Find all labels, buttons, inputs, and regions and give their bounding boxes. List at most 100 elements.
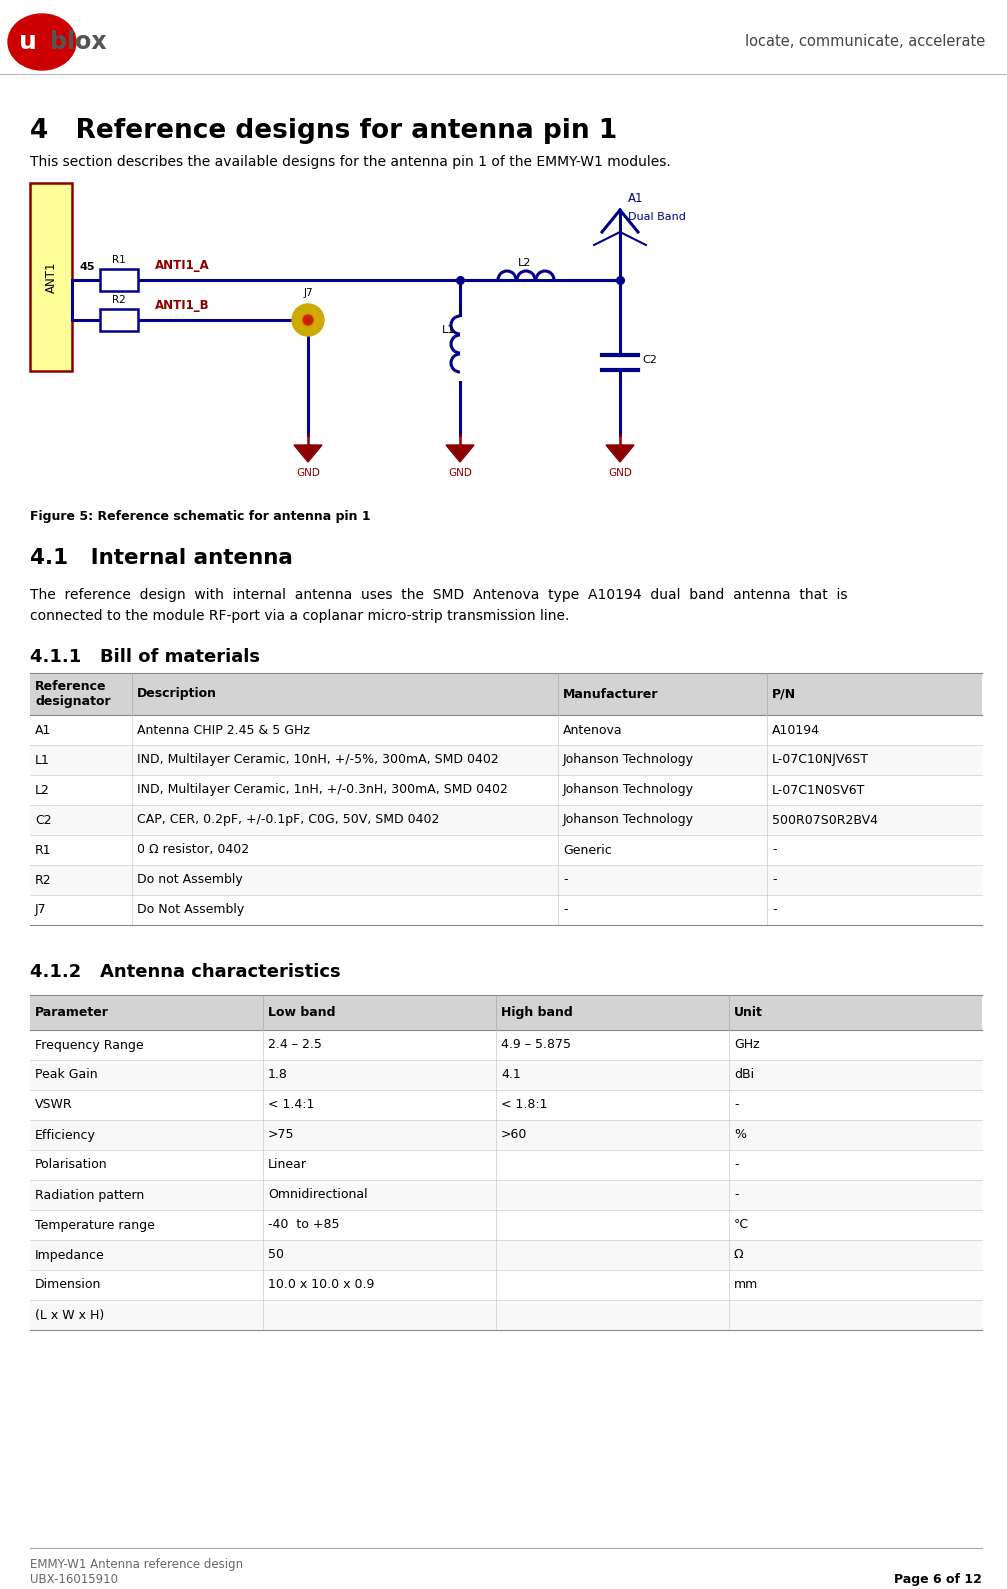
Text: -: - xyxy=(563,874,568,887)
Text: L-07C1N0SV6T: L-07C1N0SV6T xyxy=(772,783,865,796)
Text: Ω: Ω xyxy=(734,1249,743,1262)
Text: blox: blox xyxy=(50,30,107,54)
Text: GND: GND xyxy=(296,469,320,478)
Text: Figure 5: Reference schematic for antenna pin 1: Figure 5: Reference schematic for antenn… xyxy=(30,510,371,523)
Text: -: - xyxy=(772,844,776,856)
Text: ANTI1_B: ANTI1_B xyxy=(155,299,209,311)
Text: GND: GND xyxy=(448,469,472,478)
Text: 4.1.2   Antenna characteristics: 4.1.2 Antenna characteristics xyxy=(30,963,340,980)
Text: High band: High band xyxy=(501,1006,573,1019)
Text: This section describes the available designs for the antenna pin 1 of the EMMY-W: This section describes the available des… xyxy=(30,156,671,168)
Text: R2: R2 xyxy=(112,296,126,305)
Bar xyxy=(100,269,138,291)
Text: Johanson Technology: Johanson Technology xyxy=(563,783,694,796)
Bar xyxy=(30,1060,982,1090)
Bar xyxy=(30,745,982,775)
Text: mm: mm xyxy=(734,1279,758,1292)
Text: 500R07S0R2BV4: 500R07S0R2BV4 xyxy=(772,814,878,826)
Text: IND, Multilayer Ceramic, 1nH, +/-0.3nH, 300mA, SMD 0402: IND, Multilayer Ceramic, 1nH, +/-0.3nH, … xyxy=(137,783,508,796)
Text: (L x W x H): (L x W x H) xyxy=(35,1308,105,1322)
Bar xyxy=(30,1239,982,1270)
Text: Antenova: Antenova xyxy=(563,723,622,736)
Text: Low band: Low band xyxy=(268,1006,335,1019)
Text: L2: L2 xyxy=(519,257,532,269)
Text: >75: >75 xyxy=(268,1128,294,1141)
Text: >60: >60 xyxy=(501,1128,528,1141)
Text: Antenna CHIP 2.45 & 5 GHz: Antenna CHIP 2.45 & 5 GHz xyxy=(137,723,310,736)
Text: P/N: P/N xyxy=(772,688,797,701)
Text: L2: L2 xyxy=(35,783,50,796)
Text: Reference
designator: Reference designator xyxy=(35,680,111,709)
Bar xyxy=(30,995,982,1030)
Text: L-07C10NJV6ST: L-07C10NJV6ST xyxy=(772,753,869,766)
Text: locate, communicate, accelerate: locate, communicate, accelerate xyxy=(745,35,985,49)
Text: IND, Multilayer Ceramic, 10nH, +/-5%, 300mA, SMD 0402: IND, Multilayer Ceramic, 10nH, +/-5%, 30… xyxy=(137,753,498,766)
Text: -: - xyxy=(772,874,776,887)
Text: 1.8: 1.8 xyxy=(268,1068,288,1082)
Text: A1: A1 xyxy=(628,192,643,205)
Text: -40  to +85: -40 to +85 xyxy=(268,1219,339,1231)
Text: -: - xyxy=(563,904,568,917)
Text: 4   Reference designs for antenna pin 1: 4 Reference designs for antenna pin 1 xyxy=(30,118,617,145)
Text: Radiation pattern: Radiation pattern xyxy=(35,1189,144,1201)
Ellipse shape xyxy=(8,14,76,70)
Bar xyxy=(30,1120,982,1150)
Bar xyxy=(30,1209,982,1239)
Text: Do not Assembly: Do not Assembly xyxy=(137,874,243,887)
Text: °C: °C xyxy=(734,1219,749,1231)
Text: Peak Gain: Peak Gain xyxy=(35,1068,98,1082)
Text: 4.1: 4.1 xyxy=(501,1068,521,1082)
Text: J7: J7 xyxy=(303,288,313,299)
Text: Frequency Range: Frequency Range xyxy=(35,1039,144,1052)
Text: -: - xyxy=(734,1098,738,1111)
Text: The  reference  design  with  internal  antenna  uses  the  SMD  Antenova  type : The reference design with internal anten… xyxy=(30,588,848,623)
Text: Omnidirectional: Omnidirectional xyxy=(268,1189,368,1201)
Text: GHz: GHz xyxy=(734,1039,759,1052)
Text: 45: 45 xyxy=(80,262,95,272)
Text: VSWR: VSWR xyxy=(35,1098,73,1111)
Bar xyxy=(30,1150,982,1181)
Bar xyxy=(30,1181,982,1209)
Text: u: u xyxy=(19,30,37,54)
Bar xyxy=(30,715,982,745)
Text: 10.0 x 10.0 x 0.9: 10.0 x 10.0 x 0.9 xyxy=(268,1279,375,1292)
Text: Do Not Assembly: Do Not Assembly xyxy=(137,904,245,917)
Text: UBX-16015910: UBX-16015910 xyxy=(30,1573,118,1586)
Text: Johanson Technology: Johanson Technology xyxy=(563,753,694,766)
Text: 2.4 – 2.5: 2.4 – 2.5 xyxy=(268,1039,322,1052)
Text: -: - xyxy=(734,1189,738,1201)
Text: -: - xyxy=(734,1158,738,1171)
Text: %: % xyxy=(734,1128,746,1141)
Text: L1: L1 xyxy=(35,753,50,766)
Bar xyxy=(30,864,982,895)
Text: < 1.4:1: < 1.4:1 xyxy=(268,1098,314,1111)
Text: 4.1   Internal antenna: 4.1 Internal antenna xyxy=(30,548,293,567)
Bar xyxy=(100,308,138,331)
Text: Description: Description xyxy=(137,688,217,701)
Polygon shape xyxy=(294,445,322,462)
Circle shape xyxy=(303,315,313,326)
Text: R1: R1 xyxy=(35,844,51,856)
Text: Dual Band: Dual Band xyxy=(628,211,686,222)
Bar xyxy=(30,806,982,834)
Text: C2: C2 xyxy=(35,814,51,826)
Polygon shape xyxy=(606,445,634,462)
Text: Page 6 of 12: Page 6 of 12 xyxy=(894,1573,982,1586)
Bar xyxy=(30,1300,982,1330)
Bar xyxy=(30,1090,982,1120)
Text: Johanson Technology: Johanson Technology xyxy=(563,814,694,826)
Text: ANTI1_A: ANTI1_A xyxy=(155,259,209,272)
Text: < 1.8:1: < 1.8:1 xyxy=(501,1098,548,1111)
Text: CAP, CER, 0.2pF, +/-0.1pF, C0G, 50V, SMD 0402: CAP, CER, 0.2pF, +/-0.1pF, C0G, 50V, SMD… xyxy=(137,814,439,826)
Text: Dimension: Dimension xyxy=(35,1279,102,1292)
Text: 4.9 – 5.875: 4.9 – 5.875 xyxy=(501,1039,571,1052)
Bar xyxy=(30,1270,982,1300)
Text: -: - xyxy=(772,904,776,917)
Text: 50: 50 xyxy=(268,1249,284,1262)
Text: Unit: Unit xyxy=(734,1006,763,1019)
Text: Generic: Generic xyxy=(563,844,611,856)
Text: L1: L1 xyxy=(442,326,455,335)
Bar xyxy=(30,775,982,806)
Polygon shape xyxy=(446,445,474,462)
Text: Linear: Linear xyxy=(268,1158,307,1171)
